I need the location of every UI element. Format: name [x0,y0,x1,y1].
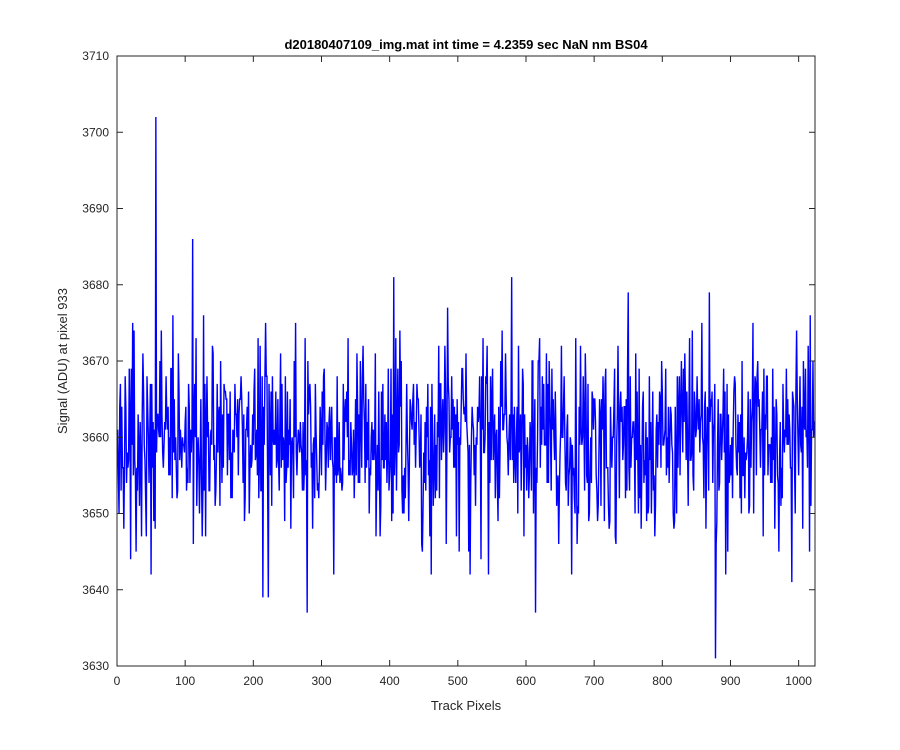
x-tick-label: 600 [516,674,536,688]
x-tick-label: 300 [311,674,331,688]
y-tick-label: 3690 [82,202,109,216]
x-tick-label: 400 [380,674,400,688]
signal-series-line [116,116,816,659]
x-axis-label: Track Pixels [431,698,502,713]
x-axis-ticks: 0 100 200 300 400 500 600 700 800 900 1000 [114,56,812,688]
y-tick-label: 3640 [82,583,109,597]
chart-title: d20180407109_img.mat int time = 4.2359 s… [284,37,648,52]
x-tick-label: 0 [114,674,121,688]
x-tick-label: 100 [175,674,195,688]
x-tick-label: 1000 [785,674,812,688]
y-axis-ticks: 3630 3640 3650 3660 3670 3680 3690 3700 3710 [82,49,815,673]
y-tick-label: 3650 [82,507,109,521]
y-tick-label: 3700 [82,125,109,139]
x-tick-label: 500 [448,674,468,688]
y-tick-label: 3710 [82,49,109,63]
x-tick-label: 900 [720,674,740,688]
y-tick-label: 3660 [82,430,109,444]
y-tick-label: 3670 [82,354,109,368]
x-tick-label: 200 [243,674,263,688]
series-layer [116,116,816,659]
y-tick-label: 3680 [82,278,109,292]
y-tick-label: 3630 [82,659,109,673]
x-tick-label: 800 [652,674,672,688]
x-tick-label: 700 [584,674,604,688]
y-axis-label: Signal (ADU) at pixel 933 [55,288,70,434]
